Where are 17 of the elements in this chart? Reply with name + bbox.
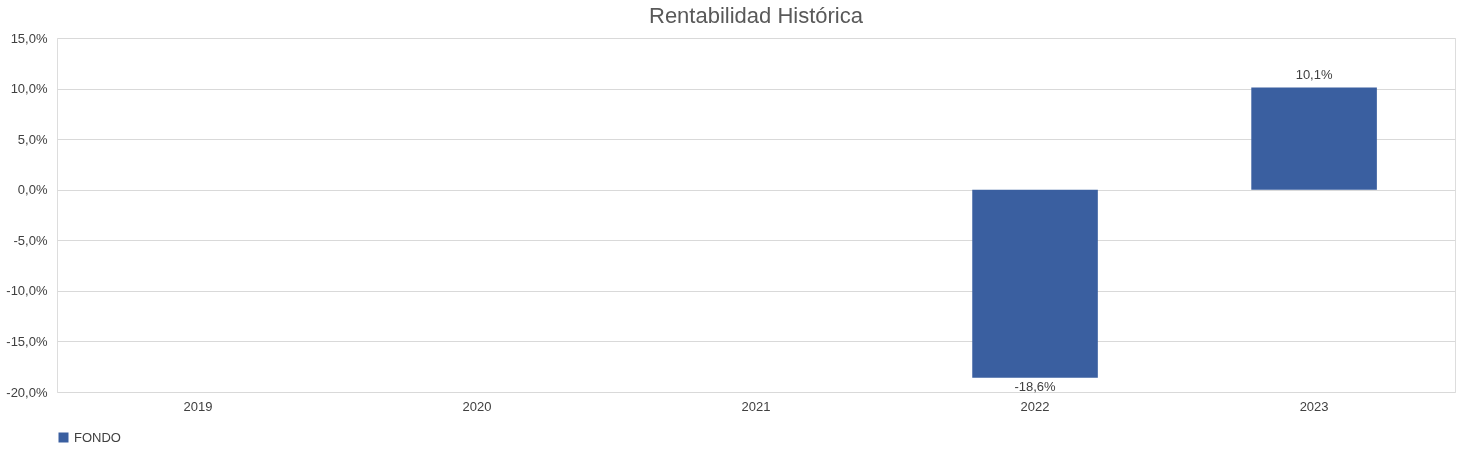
data-label: 10,1% xyxy=(1295,66,1333,82)
y-tick-label: 0,0% xyxy=(17,182,48,198)
x-tick-label: 2021 xyxy=(741,398,771,414)
y-tick-label: 5,0% xyxy=(17,131,48,147)
x-tick-label: 2019 xyxy=(183,398,213,414)
x-tick-label: 2022 xyxy=(1020,398,1050,414)
legend-label: FONDO xyxy=(74,429,121,445)
y-tick-label: 15,0% xyxy=(10,30,48,46)
data-label: -18,6% xyxy=(1014,378,1057,394)
x-tick-label: 2023 xyxy=(1299,398,1329,414)
chart-title: Rentabilidad Histórica xyxy=(649,3,864,28)
y-tick-label: -15,0% xyxy=(6,333,48,349)
y-tick-label: 10,0% xyxy=(10,81,48,97)
x-tick-label: 2020 xyxy=(462,398,492,414)
y-tick-label: -5,0% xyxy=(13,232,48,248)
y-tick-label: -10,0% xyxy=(6,283,48,299)
y-tick-label: -20,0% xyxy=(6,384,48,400)
